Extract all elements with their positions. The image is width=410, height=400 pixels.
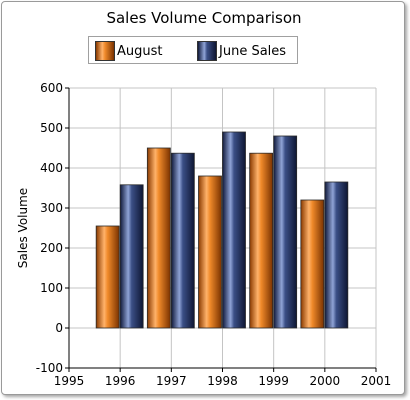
x-tick-label: 1996 (105, 374, 136, 388)
y-tick-label: 200 (40, 241, 63, 255)
legend-entry-june-sales: June Sales (197, 41, 286, 61)
bar-layer (95, 131, 349, 329)
legend-label-august: August (117, 43, 163, 59)
x-tick-label: 1995 (54, 374, 85, 388)
y-tick-label: -100 (36, 361, 63, 375)
legend-label-june-sales: June Sales (219, 43, 287, 59)
y-tick-label: 0 (55, 321, 63, 335)
bar-august-2000 (300, 199, 325, 329)
bar-august-1998 (198, 175, 222, 329)
bar-june-sales-1996 (119, 184, 144, 329)
y-tick-label: 100 (40, 281, 63, 295)
bar-august-1999 (249, 152, 274, 329)
bar-june-sales-2000 (324, 181, 349, 329)
bar-august-1996 (95, 225, 120, 329)
bar-june-sales-1999 (273, 135, 298, 329)
x-tick-label: 2001 (361, 374, 392, 388)
y-tick-label: 400 (40, 161, 63, 175)
y-tick-label: 500 (40, 121, 63, 135)
axis-layer: -100 0 100 200 300 400 500 600 1995 1996 1997 1998 1… (36, 81, 392, 388)
bar-june-sales-1998 (222, 131, 246, 329)
bar-june-sales-1997 (170, 152, 195, 329)
chart-title: Sales Volume Comparison (106, 9, 302, 27)
x-tick-label: 1998 (207, 374, 238, 388)
legend-swatch-june-sales (197, 41, 217, 61)
y-tick-label: 600 (40, 81, 63, 95)
x-tick-label: 2000 (310, 374, 341, 388)
legend-swatch-august (95, 41, 115, 61)
bar-august-1997 (146, 147, 171, 329)
legend: August June Sales (88, 36, 298, 64)
legend-entry-august: August (95, 41, 163, 61)
y-tick-label: 300 (40, 201, 63, 215)
x-tick-label: 1999 (258, 374, 289, 388)
chart-frame: Sales Volume Comparison August June Sale… (1, 1, 405, 395)
x-tick-label: 1997 (156, 374, 187, 388)
plot-area: -100 0 100 200 300 400 500 600 1995 1996 1997 1998 1… (36, 81, 392, 388)
